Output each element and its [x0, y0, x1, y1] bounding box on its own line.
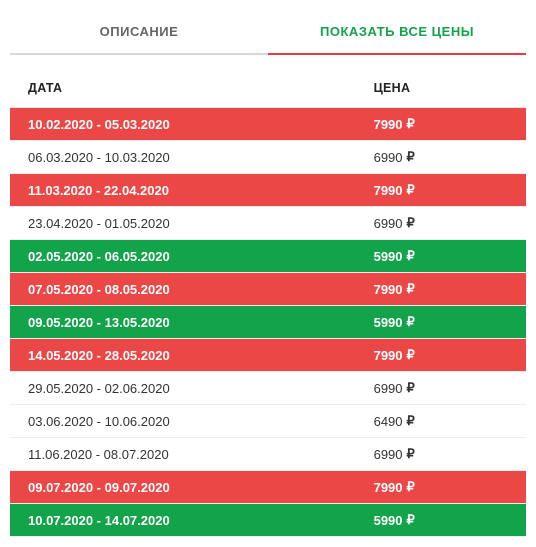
row-price: 7990 ₽ — [374, 347, 508, 363]
row-date: 06.03.2020 - 10.03.2020 — [28, 150, 374, 165]
ruble-icon: ₽ — [407, 380, 415, 396]
row-date: 23.04.2020 - 01.05.2020 — [28, 216, 374, 231]
ruble-icon: ₽ — [407, 215, 415, 231]
table-row: 11.03.2020 - 22.04.20207990 ₽ — [10, 174, 526, 207]
price-value: 7990 — [374, 117, 403, 132]
ruble-icon: ₽ — [407, 347, 415, 363]
row-price: 5990 ₽ — [374, 314, 508, 330]
row-price: 6990 ₽ — [374, 380, 508, 396]
row-date: 07.05.2020 - 08.05.2020 — [28, 282, 374, 297]
table-row: 07.05.2020 - 08.05.20207990 ₽ — [10, 273, 526, 306]
row-date: 09.07.2020 - 09.07.2020 — [28, 480, 374, 495]
price-value: 6990 — [374, 216, 403, 231]
header-price: ЦЕНА — [374, 81, 508, 95]
row-date: 11.06.2020 - 08.07.2020 — [28, 447, 374, 462]
ruble-icon: ₽ — [407, 413, 415, 429]
row-date: 03.06.2020 - 10.06.2020 — [28, 414, 374, 429]
row-price: 7990 ₽ — [374, 479, 508, 495]
ruble-icon: ₽ — [407, 149, 415, 165]
row-price: 6990 ₽ — [374, 446, 508, 462]
table-row: 02.05.2020 - 06.05.20205990 ₽ — [10, 240, 526, 273]
row-date: 10.02.2020 - 05.03.2020 — [28, 117, 374, 132]
ruble-icon: ₽ — [407, 512, 415, 528]
table-row: 11.06.2020 - 08.07.20206990 ₽ — [10, 438, 526, 471]
row-price: 6990 ₽ — [374, 215, 508, 231]
row-price: 5990 ₽ — [374, 248, 508, 264]
ruble-icon: ₽ — [407, 182, 415, 198]
tabs: ОПИСАНИЕ ПОКАЗАТЬ ВСЕ ЦЕНЫ — [10, 10, 526, 55]
price-value: 5990 — [374, 513, 403, 528]
ruble-icon: ₽ — [407, 116, 415, 132]
price-value: 5990 — [374, 249, 403, 264]
row-date: 14.05.2020 - 28.05.2020 — [28, 348, 374, 363]
header-date: ДАТА — [28, 81, 374, 95]
ruble-icon: ₽ — [407, 281, 415, 297]
price-value: 7990 — [374, 480, 403, 495]
table-row: 06.03.2020 - 10.03.20206990 ₽ — [10, 141, 526, 174]
price-table: ДАТА ЦЕНА 10.02.2020 - 05.03.20207990₽06… — [10, 69, 526, 537]
row-price: 7990 ₽ — [374, 116, 508, 132]
price-value: 6990 — [374, 150, 403, 165]
price-value: 6990 — [374, 447, 403, 462]
price-value: 6990 — [374, 381, 403, 396]
row-date: 02.05.2020 - 06.05.2020 — [28, 249, 374, 264]
row-date: 29.05.2020 - 02.06.2020 — [28, 381, 374, 396]
row-date: 09.05.2020 - 13.05.2020 — [28, 315, 374, 330]
table-row: 03.06.2020 - 10.06.20206490 ₽ — [10, 405, 526, 438]
table-row: 09.07.2020 - 09.07.20207990 ₽ — [10, 471, 526, 504]
row-date: 11.03.2020 - 22.04.2020 — [28, 183, 374, 198]
table-row: 23.04.2020 - 01.05.20206990 ₽ — [10, 207, 526, 240]
price-value: 7990 — [374, 282, 403, 297]
table-row: 09.05.2020 - 13.05.20205990 ₽ — [10, 306, 526, 339]
price-value: 5990 — [374, 315, 403, 330]
tab-prices[interactable]: ПОКАЗАТЬ ВСЕ ЦЕНЫ — [268, 10, 526, 55]
table-row: 10.02.2020 - 05.03.20207990 ₽ — [10, 108, 526, 141]
row-price: 7990 ₽ — [374, 182, 508, 198]
table-row: 29.05.2020 - 02.06.20206990 ₽ — [10, 372, 526, 405]
table-row: 14.05.2020 - 28.05.20207990 ₽ — [10, 339, 526, 372]
table-body: 10.02.2020 - 05.03.20207990₽06.03.2020 -… — [10, 108, 526, 537]
price-value: 7990 — [374, 348, 403, 363]
tab-description[interactable]: ОПИСАНИЕ — [10, 10, 268, 53]
price-value: 7990 — [374, 183, 403, 198]
ruble-icon: ₽ — [407, 248, 415, 264]
row-date: 10.07.2020 - 14.07.2020 — [28, 513, 374, 528]
ruble-icon: ₽ — [407, 479, 415, 495]
row-price: 7990 ₽ — [374, 281, 508, 297]
price-value: 6490 — [374, 414, 403, 429]
table-row: 10.07.2020 - 14.07.20205990 ₽ — [10, 504, 526, 537]
table-header: ДАТА ЦЕНА — [10, 69, 526, 108]
row-price: 5990 ₽ — [374, 512, 508, 528]
ruble-icon: ₽ — [407, 446, 415, 462]
ruble-icon: ₽ — [407, 314, 415, 330]
row-price: 6990 ₽ — [374, 149, 508, 165]
row-price: 6490 ₽ — [374, 413, 508, 429]
